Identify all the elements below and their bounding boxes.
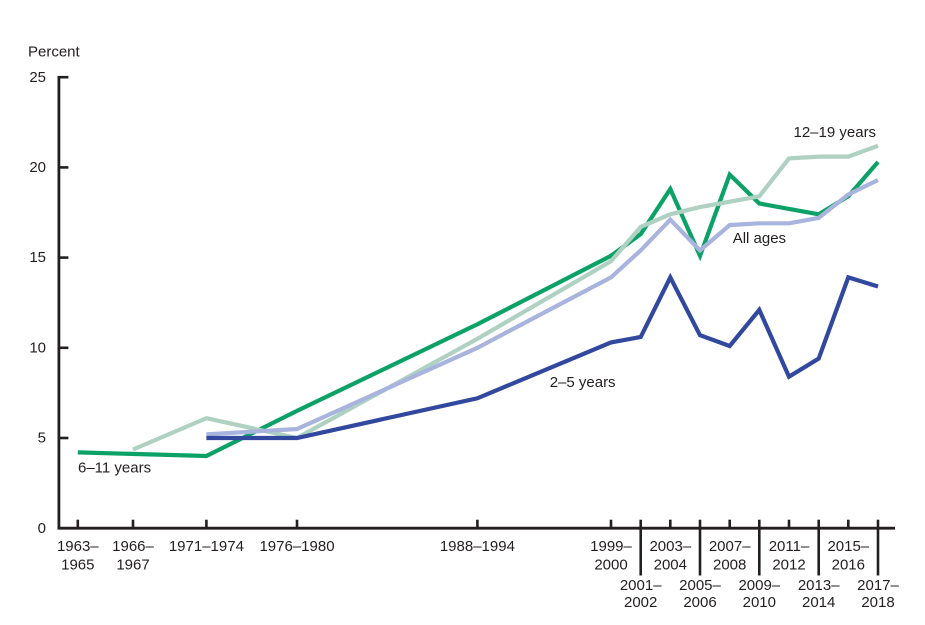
svg-text:1966–1967: 1966– 1967 xyxy=(112,538,154,573)
svg-text:10: 10 xyxy=(29,339,46,356)
svg-text:2011–2012: 2011– 2012 xyxy=(769,538,810,573)
svg-text:Percent: Percent xyxy=(28,44,81,61)
svg-text:5: 5 xyxy=(38,430,46,447)
svg-text:2017–2018: 2017– 2018 xyxy=(857,577,899,611)
svg-text:2005–2006: 2005– 2006 xyxy=(679,577,721,611)
svg-text:2–5 years: 2–5 years xyxy=(550,374,616,391)
svg-text:2007–2008: 2007– 2008 xyxy=(709,538,751,573)
svg-text:1988–1994: 1988–1994 xyxy=(440,538,515,555)
svg-text:2003–2004: 2003– 2004 xyxy=(649,538,691,573)
svg-text:25: 25 xyxy=(29,69,46,86)
svg-text:2009–2010: 2009– 2010 xyxy=(738,577,780,611)
svg-text:2013–2014: 2013– 2014 xyxy=(798,577,840,611)
svg-text:0: 0 xyxy=(38,520,46,537)
svg-text:1963–1965: 1963– 1965 xyxy=(57,538,99,573)
svg-text:2001–2002: 2001– 2002 xyxy=(620,577,662,611)
svg-text:1976–1980: 1976–1980 xyxy=(259,538,334,555)
svg-text:1971–1974: 1971–1974 xyxy=(169,538,244,555)
svg-text:1999–2000: 1999– 2000 xyxy=(590,538,632,573)
svg-text:2015–2016: 2015– 2016 xyxy=(827,538,869,573)
svg-text:12–19 years: 12–19 years xyxy=(794,124,877,141)
svg-text:All ages: All ages xyxy=(733,230,786,247)
svg-text:15: 15 xyxy=(29,249,46,266)
svg-text:6–11 years: 6–11 years xyxy=(78,459,151,476)
svg-text:20: 20 xyxy=(29,159,46,176)
